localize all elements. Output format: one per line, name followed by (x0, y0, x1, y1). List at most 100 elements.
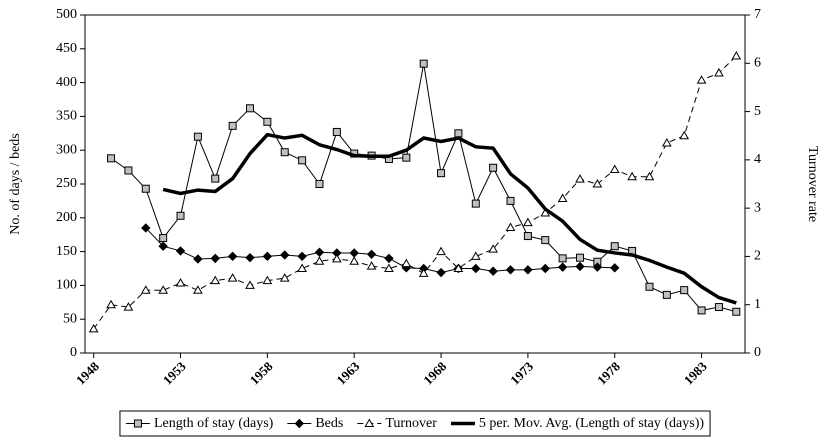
marker (384, 253, 394, 264)
y-tick-label: 250 (56, 176, 77, 191)
marker (123, 302, 134, 311)
marker (141, 223, 151, 233)
marker (610, 242, 619, 251)
y-tick-label: 100 (56, 278, 77, 293)
marker (610, 263, 620, 273)
y-tick-label: 150 (56, 244, 77, 259)
marker (210, 275, 221, 285)
marker (227, 273, 238, 282)
marker (541, 236, 550, 245)
legend-item: 5 per. Mov. Avg. (Length of stay (days)) (450, 416, 704, 431)
marker (505, 222, 516, 231)
marker (661, 137, 672, 147)
legend-label: Turnover (385, 416, 437, 431)
x-tick-label: 1983 (681, 358, 710, 387)
x-tick-label: 1953 (160, 358, 189, 387)
marker (489, 163, 498, 172)
plot-frame (84, 14, 746, 354)
marker (159, 234, 168, 243)
marker (540, 263, 550, 274)
marker (133, 419, 142, 428)
marker (679, 130, 690, 140)
legend: Length of stay (days) Beds Turnover 5 per. … (119, 410, 711, 437)
marker (662, 290, 671, 299)
marker (627, 171, 637, 181)
marker (141, 184, 150, 193)
y2-tick-label: 3 (754, 200, 761, 215)
marker (280, 250, 290, 260)
marker (193, 254, 203, 264)
marker (279, 273, 290, 282)
marker (175, 246, 186, 256)
legend-item: Length of stay (days) (125, 416, 274, 431)
y-tick-label: 300 (56, 142, 77, 157)
legend-item: Beds (287, 416, 343, 431)
marker (575, 261, 585, 272)
marker (557, 262, 568, 272)
legend-box (119, 410, 711, 437)
marker (592, 262, 603, 272)
y2-tick-label: 4 (754, 152, 761, 167)
marker (401, 258, 412, 268)
marker (731, 51, 742, 60)
legend-label: 5 per. Mov. Avg. (Length of stay (days)) (479, 416, 704, 431)
y-axis-label: No. of days / beds (8, 133, 23, 235)
marker (158, 241, 168, 251)
marker (246, 104, 254, 113)
marker (332, 127, 341, 136)
y-tick-label: 500 (56, 7, 77, 22)
marker (298, 156, 307, 165)
marker (470, 251, 481, 260)
marker (714, 67, 724, 77)
y2-tick-label: 0 (754, 345, 761, 360)
x-tick-label: 1978 (594, 358, 623, 387)
marker (418, 268, 429, 277)
marker (227, 251, 238, 262)
y-tick-label: 50 (63, 311, 77, 326)
marker (366, 249, 377, 260)
marker (349, 248, 359, 258)
series-line (162, 132, 737, 305)
y2-tick-label: 1 (754, 297, 761, 312)
marker (523, 265, 533, 275)
marker (88, 323, 99, 333)
marker (158, 285, 169, 294)
marker (107, 154, 116, 163)
marker (349, 256, 360, 265)
marker (245, 280, 255, 289)
marker (314, 247, 325, 257)
marker (697, 306, 706, 315)
x-tick-label: 1963 (333, 358, 362, 387)
marker (575, 174, 585, 183)
marker (592, 178, 603, 188)
marker (505, 265, 516, 275)
marker (210, 253, 220, 264)
marker (609, 164, 620, 174)
marker (436, 246, 446, 256)
marker (228, 121, 237, 130)
marker (523, 232, 532, 241)
marker (262, 251, 273, 262)
marker (644, 171, 655, 181)
y-tick-label: 200 (56, 210, 77, 225)
x-tick-label: 1973 (507, 358, 536, 387)
marker (558, 254, 567, 263)
marker (211, 174, 220, 183)
marker (280, 148, 289, 157)
marker (696, 75, 707, 84)
marker (331, 253, 342, 263)
marker (454, 129, 463, 138)
marker (732, 307, 741, 316)
marker (453, 263, 464, 272)
marker (384, 263, 394, 272)
marker (193, 285, 203, 294)
marker (297, 251, 307, 262)
y-tick-label: 400 (56, 75, 77, 90)
marker (714, 303, 723, 312)
x-tick-label: 1968 (420, 358, 449, 387)
marker (193, 132, 202, 141)
y-tick-label: 0 (70, 345, 77, 360)
legend-label: Beds (315, 416, 343, 431)
marker (506, 196, 515, 205)
